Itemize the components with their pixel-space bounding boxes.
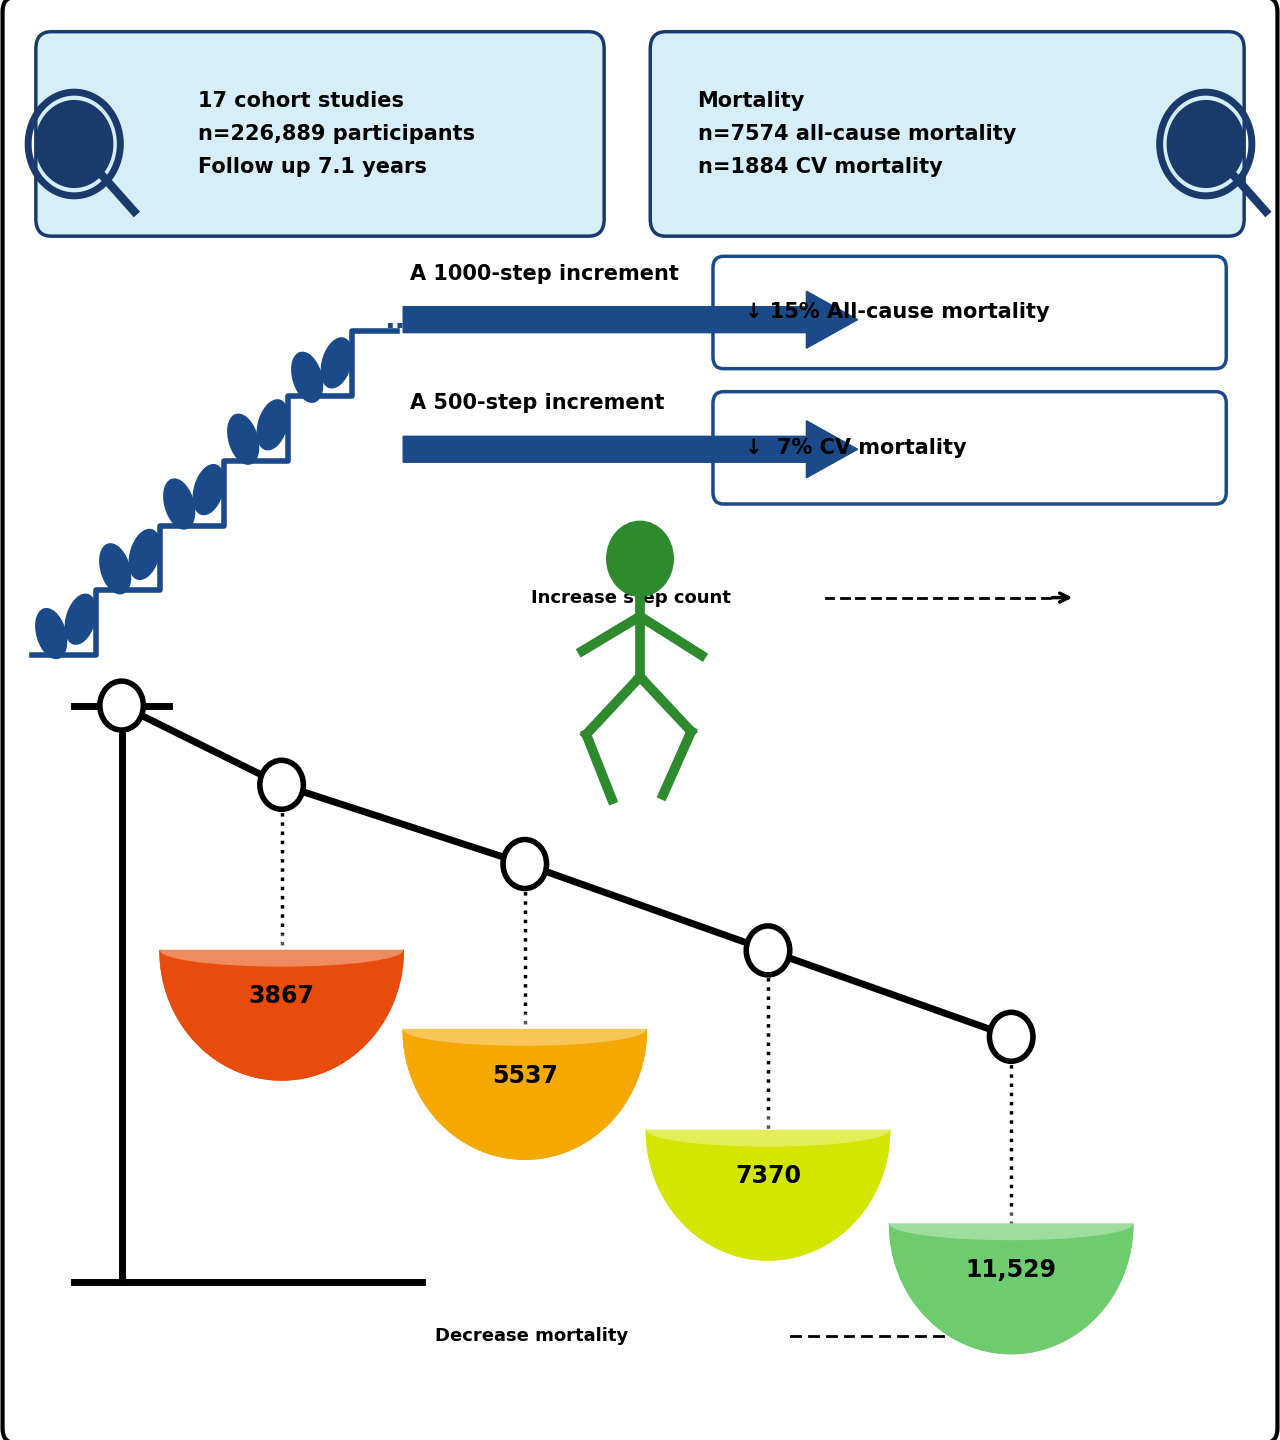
Text: A 500-step increment: A 500-step increment <box>410 393 664 413</box>
Circle shape <box>503 840 547 888</box>
Text: Increase step count: Increase step count <box>531 589 731 606</box>
Ellipse shape <box>321 338 352 387</box>
Text: ...: ... <box>384 305 416 334</box>
Ellipse shape <box>160 935 403 966</box>
Ellipse shape <box>36 609 67 658</box>
Text: A 1000-step increment: A 1000-step increment <box>410 264 678 284</box>
FancyBboxPatch shape <box>3 0 1277 1440</box>
Ellipse shape <box>890 1208 1133 1240</box>
Ellipse shape <box>193 465 224 514</box>
Polygon shape <box>646 1130 890 1260</box>
Ellipse shape <box>292 353 323 402</box>
Circle shape <box>746 926 790 975</box>
Text: 7370: 7370 <box>735 1165 801 1188</box>
Polygon shape <box>160 950 403 1080</box>
Circle shape <box>260 760 303 809</box>
Ellipse shape <box>129 530 160 579</box>
Ellipse shape <box>100 544 131 593</box>
Ellipse shape <box>228 415 259 464</box>
Polygon shape <box>403 1030 646 1159</box>
FancyArrow shape <box>403 291 858 348</box>
Circle shape <box>989 1012 1033 1061</box>
Text: ↓  7% CV mortality: ↓ 7% CV mortality <box>745 438 966 458</box>
Ellipse shape <box>164 480 195 528</box>
Polygon shape <box>890 1224 1133 1354</box>
Circle shape <box>100 681 143 730</box>
Ellipse shape <box>646 1115 890 1146</box>
Text: 11,529: 11,529 <box>965 1259 1057 1282</box>
Text: ↓ 15% All-cause mortality: ↓ 15% All-cause mortality <box>745 302 1050 323</box>
Ellipse shape <box>257 400 288 449</box>
FancyArrow shape <box>403 420 858 478</box>
FancyBboxPatch shape <box>36 32 604 236</box>
Text: Mortality
n=7574 all-cause mortality
n=1884 CV mortality: Mortality n=7574 all-cause mortality n=1… <box>698 91 1016 177</box>
FancyBboxPatch shape <box>650 32 1244 236</box>
Circle shape <box>35 99 114 189</box>
Text: 17 cohort studies
n=226,889 participants
Follow up 7.1 years: 17 cohort studies n=226,889 participants… <box>198 91 476 177</box>
Ellipse shape <box>65 595 96 644</box>
FancyBboxPatch shape <box>713 256 1226 369</box>
Ellipse shape <box>403 1014 646 1045</box>
Circle shape <box>1166 99 1245 189</box>
Circle shape <box>607 521 673 596</box>
Text: Decrease mortality: Decrease mortality <box>435 1328 628 1345</box>
Text: 3867: 3867 <box>248 985 315 1008</box>
Text: 5537: 5537 <box>492 1064 558 1087</box>
FancyBboxPatch shape <box>713 392 1226 504</box>
